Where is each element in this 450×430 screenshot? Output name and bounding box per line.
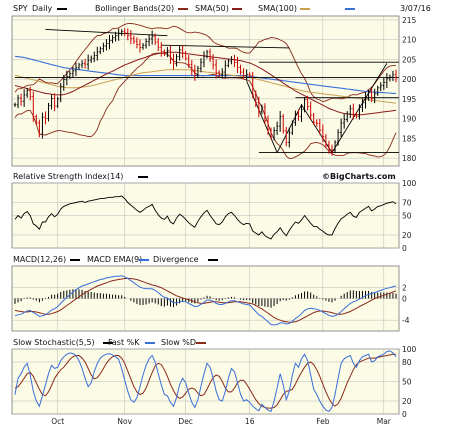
rsi-line xyxy=(14,195,397,240)
legend-swatch-price xyxy=(57,8,67,10)
legend-swatch-sma50 xyxy=(232,8,242,10)
y-tick-label: 185 xyxy=(402,134,417,143)
x-tick-label: Oct xyxy=(51,417,64,426)
stochastic-y-axis: 0 20 50 80 100 xyxy=(402,345,417,419)
legend-sma100: SMA(100) xyxy=(258,4,297,13)
y-tick-label: 190 xyxy=(402,115,417,124)
rsi-legend-swatch xyxy=(138,176,148,178)
rsi-title: Relative Strength Index(14) xyxy=(13,172,123,181)
chart-date: 3/07/16 xyxy=(400,4,431,13)
price-y-axis: 180 185 190 195 200 205 210 215 xyxy=(402,16,417,163)
macd-signal-line xyxy=(14,278,397,323)
x-tick-label: 16 xyxy=(245,417,255,426)
y-tick-label: 180 xyxy=(402,154,417,163)
stochastic-series xyxy=(14,350,397,413)
credit-label: ©BigCharts.com xyxy=(322,172,396,181)
legend-bollinger: Bollinger Bands(20) xyxy=(95,4,174,13)
y-tick-label: 100 xyxy=(402,179,417,188)
y-tick-label: 50 xyxy=(402,212,412,221)
macd-line xyxy=(14,275,397,326)
macd-y-axis: -4 0 2 xyxy=(402,284,410,326)
x-tick-label: Mar xyxy=(377,417,392,426)
y-tick-label: 200 xyxy=(402,75,417,84)
rsi-y-axis: 0 20 50 70 100 xyxy=(402,179,417,253)
rsi-panel: 0 20 50 70 100 xyxy=(11,179,417,253)
x-tick-label: Dec xyxy=(178,417,193,426)
macd-ema-swatch xyxy=(139,259,149,261)
trendline xyxy=(246,80,278,153)
y-tick-label: 0 xyxy=(402,295,407,304)
legend-swatch-bollinger xyxy=(178,8,188,10)
stochastic-legend: Slow Stochastic(5,5) Fast %K Slow %D xyxy=(13,338,206,347)
stochastic-grid xyxy=(12,348,399,415)
x-tick-label: Feb xyxy=(316,417,330,426)
y-tick-label: 0 xyxy=(402,410,407,419)
y-tick-label: 100 xyxy=(402,345,417,354)
y-tick-label: 195 xyxy=(402,95,417,104)
y-tick-label: 215 xyxy=(402,16,417,25)
legend-swatch-sma100 xyxy=(300,8,310,10)
slow-d-title: Slow %D xyxy=(161,338,196,347)
macd-title: MACD(12,26) xyxy=(13,255,66,264)
divergence-title: Divergence xyxy=(153,255,199,264)
fast-k-swatch xyxy=(145,342,155,344)
price-panel: 180 185 190 195 200 205 210 215 xyxy=(11,15,417,167)
stochastic-legend-swatch xyxy=(103,342,113,344)
macd-ema-title: MACD EMA(9) xyxy=(87,255,142,264)
y-tick-label: 0 xyxy=(402,244,407,253)
y-tick-label: 20 xyxy=(402,397,412,406)
price-grid xyxy=(12,16,399,166)
y-tick-label: 205 xyxy=(402,55,417,64)
x-tick-label: Nov xyxy=(117,417,132,426)
price-plot-area xyxy=(11,15,400,167)
macd-panel: -4 0 2 xyxy=(11,265,410,332)
stochastic-title: Slow Stochastic(5,5) xyxy=(13,338,95,347)
price-series xyxy=(13,23,399,159)
sma100-line xyxy=(14,69,397,104)
legend-frequency: Daily xyxy=(32,4,53,13)
fast-k-title: Fast %K xyxy=(108,338,140,347)
bollinger-upper-band xyxy=(14,23,396,103)
rsi-grid xyxy=(12,182,399,249)
y-tick-label: 2 xyxy=(402,284,407,293)
x-axis: Oct Nov Dec 16 Feb Mar xyxy=(51,417,392,426)
y-tick-label: 80 xyxy=(402,358,412,367)
rsi-legend: Relative Strength Index(14) ©BigCharts.c… xyxy=(13,172,396,181)
macd-legend: MACD(12,26) MACD EMA(9) Divergence xyxy=(13,255,218,264)
trendline xyxy=(45,28,168,37)
divergence-swatch xyxy=(208,259,218,261)
fast-k-line xyxy=(14,350,397,413)
stochastic-panel: 0 20 50 80 100 xyxy=(11,345,417,419)
y-tick-label: 210 xyxy=(402,36,417,45)
macd-legend-swatch xyxy=(70,259,80,261)
sma200-line xyxy=(14,55,396,94)
y-tick-label: 70 xyxy=(402,199,412,208)
legend-sma50: SMA(50) xyxy=(195,4,229,13)
slow-d-swatch xyxy=(196,342,206,344)
macd-series xyxy=(14,275,397,326)
sma50-line xyxy=(14,51,397,116)
y-tick-label: 50 xyxy=(402,378,412,387)
y-tick-label: 20 xyxy=(402,231,412,240)
legend-swatch-sma200 xyxy=(345,8,355,10)
rsi-series xyxy=(14,195,397,240)
legend-ticker: SPY xyxy=(13,4,28,13)
price-legend: SPY Daily Bollinger Bands(20) SMA(50) SM… xyxy=(13,4,431,13)
y-tick-label: -4 xyxy=(402,316,410,325)
